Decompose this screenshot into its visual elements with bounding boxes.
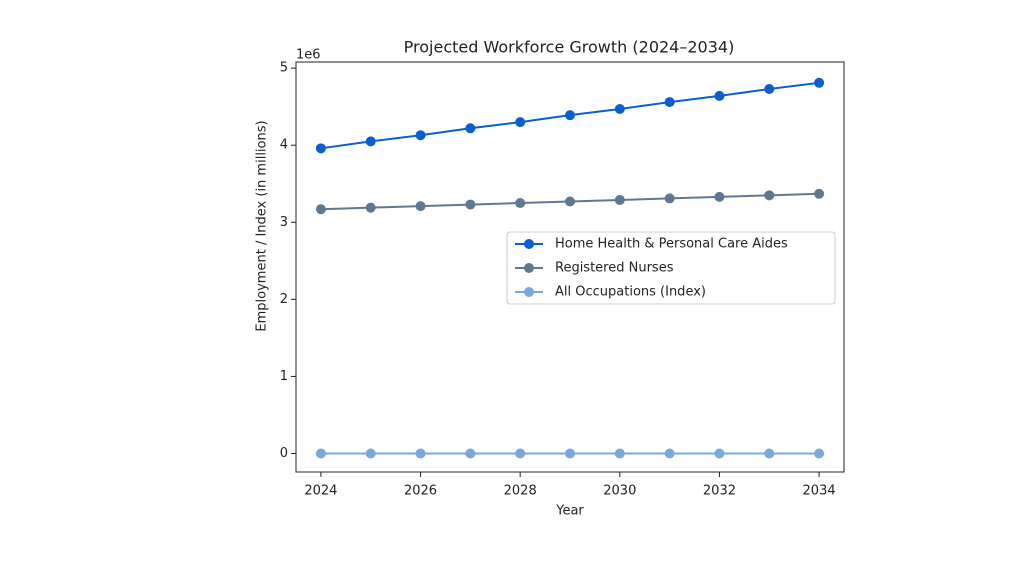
point-marker	[714, 90, 725, 101]
x-tick-label: 2034	[803, 484, 836, 499]
point-marker	[365, 448, 376, 459]
y-tick-label: 1	[280, 369, 288, 384]
point-marker	[415, 448, 426, 459]
point-marker	[515, 448, 526, 459]
point-marker	[465, 199, 476, 210]
point-marker	[664, 193, 675, 204]
point-marker	[565, 448, 575, 459]
plot-frame	[295, 61, 845, 473]
y-offset-label: 1e6	[296, 48, 321, 63]
point-marker	[814, 448, 825, 459]
legend-marker	[524, 239, 534, 249]
point-marker	[315, 143, 326, 154]
x-tick-label: 2030	[603, 484, 636, 499]
x-tick-label: 2024	[304, 484, 337, 499]
point-marker	[714, 448, 725, 459]
point-marker	[714, 191, 725, 202]
y-tick-label: 5	[280, 61, 288, 76]
y-tick-label: 3	[280, 215, 288, 230]
point-marker	[315, 448, 326, 459]
point-marker	[565, 196, 575, 207]
point-marker	[415, 130, 426, 141]
point-marker	[764, 190, 775, 201]
point-marker	[664, 448, 675, 459]
point-marker	[664, 97, 675, 108]
legend-marker	[524, 263, 534, 273]
point-marker	[315, 204, 326, 215]
legend-label: Home Health & Personal Care Aides	[555, 237, 788, 252]
point-marker	[415, 201, 426, 212]
x-tick-label: 2028	[504, 484, 537, 499]
point-marker	[465, 123, 476, 134]
y-tick-label: 4	[280, 138, 288, 153]
legend-label: Registered Nurses	[555, 261, 674, 276]
x-tick-label: 2032	[703, 484, 736, 499]
point-marker	[365, 202, 376, 213]
point-marker	[814, 188, 825, 199]
y-tick-label: 2	[280, 292, 288, 307]
point-marker	[764, 448, 775, 459]
legend-label: All Occupations (Index)	[555, 285, 706, 300]
x-tick-label: 2026	[404, 484, 437, 499]
x-axis-label: Year	[555, 504, 584, 519]
point-marker	[614, 194, 625, 205]
legend-box	[506, 231, 836, 305]
point-marker	[515, 198, 526, 209]
y-tick-label: 0	[280, 446, 288, 461]
point-marker	[614, 104, 625, 115]
chart-title: Projected Workforce Growth (2024–2034)	[404, 38, 735, 57]
point-marker	[614, 448, 625, 459]
y-axis-label: Employment / Index (in millions)	[255, 120, 270, 331]
point-marker	[515, 117, 526, 128]
point-marker	[465, 448, 476, 459]
legend-marker	[524, 287, 534, 297]
point-marker	[565, 110, 575, 121]
point-marker	[365, 136, 376, 147]
point-marker	[764, 83, 775, 94]
point-marker	[814, 77, 825, 88]
